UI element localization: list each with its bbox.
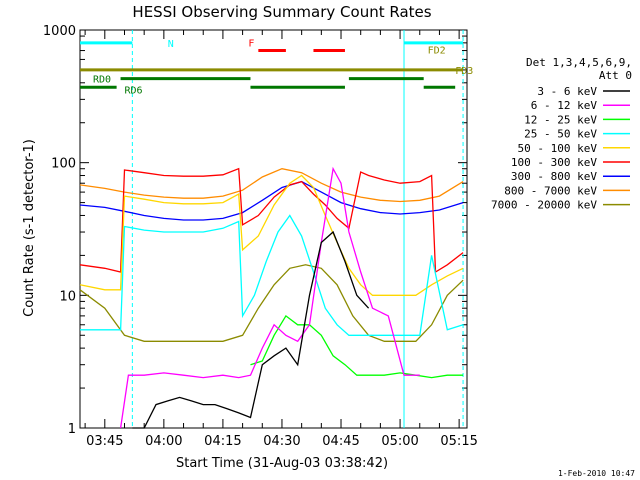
legend-header: Det 1,3,4,5,6,9, (526, 56, 632, 69)
y-tick-label: 10 (59, 289, 76, 304)
x-tick-label: 05:15 (440, 434, 477, 449)
legend-label: 300 - 800 keV (511, 170, 597, 183)
x-tick-label: 05:00 (381, 434, 418, 449)
annotation-label: FD3 (455, 66, 473, 77)
legend-label: 100 - 300 keV (511, 156, 597, 169)
legend-header: Att 0 (599, 69, 632, 82)
x-axis-label: Start Time (31-Aug-03 03:38:42) (176, 456, 388, 471)
chart-title: HESSI Observing Summary Count Rates (132, 3, 431, 21)
y-axis-label: Count Rate (s-1 detector-1) (22, 139, 37, 317)
legend-label: 12 - 25 keV (524, 113, 597, 126)
annotation-label: RD0 (93, 75, 111, 86)
annotation-label: F (248, 39, 254, 50)
series-line (79, 167, 464, 274)
annotation-label: FD2 (428, 45, 446, 56)
series-line (80, 214, 464, 336)
y-tick-label: 1 (68, 422, 76, 437)
series-line (119, 166, 420, 429)
annotation-label: RD6 (124, 85, 142, 96)
y-tick-label: 100 (51, 157, 76, 172)
series-line (132, 230, 370, 429)
legend-label: 6 - 12 keV (531, 99, 598, 112)
legend-label: 800 - 7000 keV (504, 184, 597, 197)
timestamp: 1-Feb-2010 10:47 (558, 469, 635, 478)
x-tick-label: 04:00 (145, 434, 182, 449)
x-tick-label: 04:45 (322, 434, 359, 449)
series-line (79, 180, 464, 221)
plot-area: 1 10 100 1000 03:45 04:00 04:15 04:30 04:45 05:00… (43, 24, 478, 449)
series-line (79, 168, 464, 203)
legend-label: 25 - 50 keV (524, 128, 597, 141)
plot-frame (79, 29, 468, 429)
x-tick-label: 03:45 (86, 434, 123, 449)
legend-label: 50 - 100 keV (518, 142, 598, 155)
annotation-label: N (168, 39, 174, 50)
x-tick-label: 04:30 (263, 434, 300, 449)
series-line (79, 174, 464, 296)
legend-label: 7000 - 20000 keV (491, 199, 597, 212)
series-line (250, 314, 464, 379)
x-tick-label: 04:15 (204, 434, 241, 449)
legend-label: 3 - 6 keV (537, 85, 597, 98)
series-line (79, 264, 464, 342)
y-tick-label: 1000 (43, 24, 76, 39)
